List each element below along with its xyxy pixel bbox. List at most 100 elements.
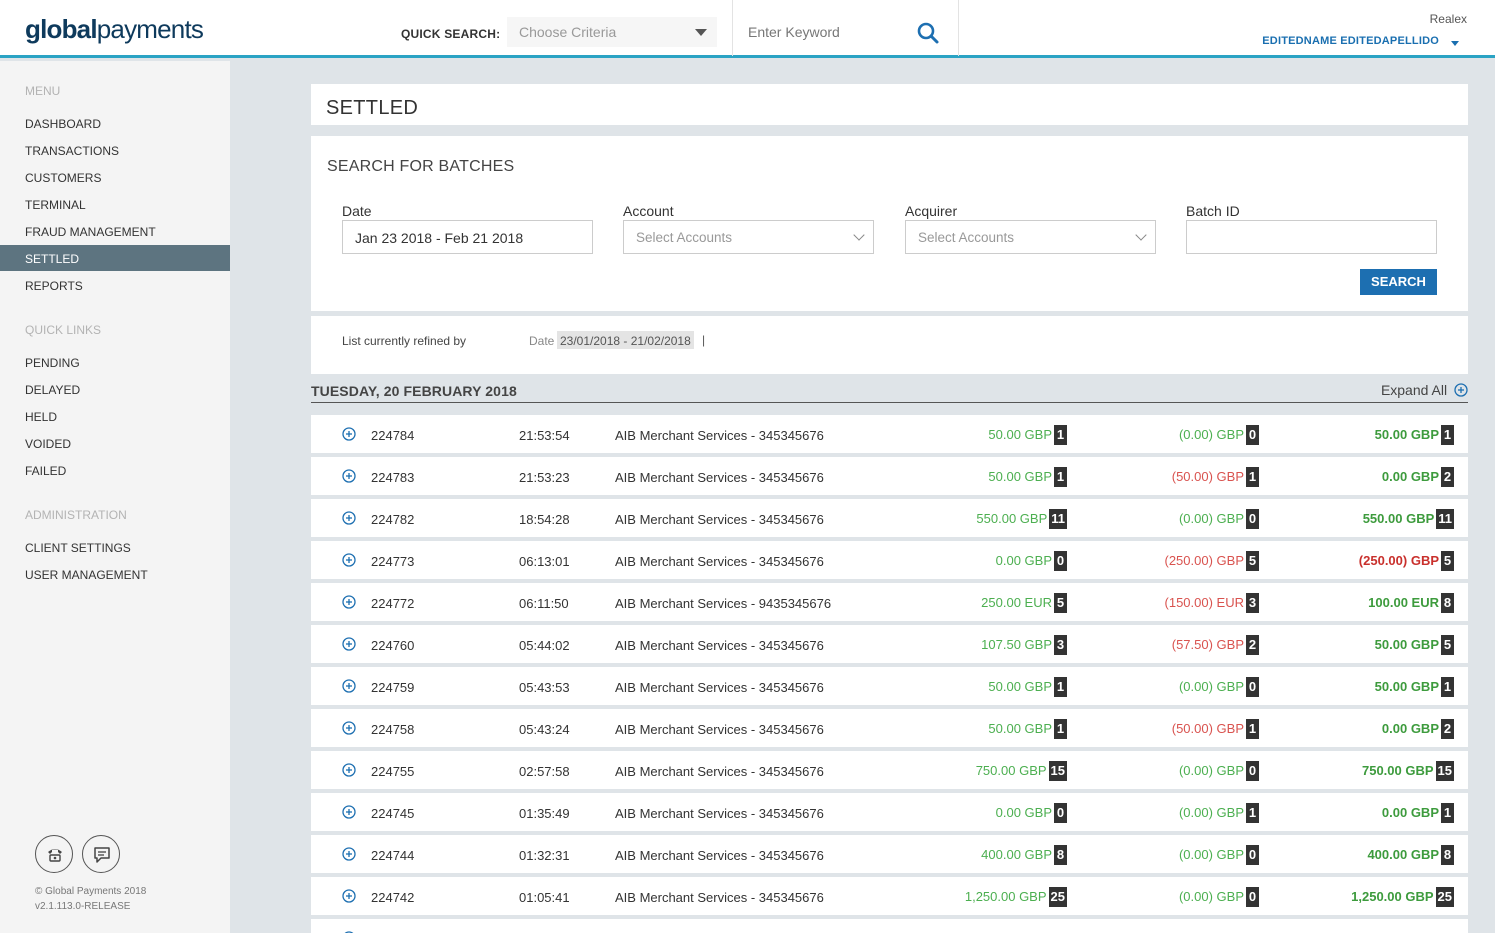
expand-row-icon[interactable] (342, 805, 356, 819)
phone-icon (48, 849, 62, 862)
header-divider (732, 0, 733, 56)
sidebar-item-reports[interactable]: REPORTS (25, 279, 83, 293)
batch-id[interactable]: 224742 (371, 890, 415, 905)
sidebar-item-failed[interactable]: FAILED (25, 464, 67, 478)
batch-id[interactable]: 224783 (371, 470, 415, 485)
sidebar-item-voided[interactable]: VOIDED (25, 437, 72, 451)
sidebar-item-client-settings[interactable]: CLIENT SETTINGS (25, 541, 131, 555)
sales-count-badge: 5 (1054, 593, 1067, 613)
batch-row[interactable]: 224744 01:32:31 AIB Merchant Services - 34… (311, 835, 1468, 873)
sales-value: 250.00 EUR (981, 595, 1052, 610)
refine-panel: List currently refined by Date 23/01/201… (311, 316, 1468, 374)
net-amount: 50.00 GBP 1 (1375, 425, 1454, 445)
batch-id-label: Batch ID (1186, 203, 1240, 219)
sidebar-item-terminal[interactable]: TERMINAL (25, 198, 86, 212)
net-count-badge: 1 (1441, 677, 1454, 697)
refine-date-chip[interactable]: 23/01/2018 - 21/02/2018 (557, 331, 694, 349)
expand-all-button[interactable]: Expand All (1381, 382, 1468, 398)
batch-row[interactable]: 224760 05:44:02 AIB Merchant Services - 34… (311, 625, 1468, 663)
expand-row-icon[interactable] (342, 595, 356, 609)
sales-value: 0.00 GBP (995, 553, 1052, 568)
batch-id[interactable]: 224755 (371, 764, 415, 779)
batch-time: 21:53:23 (519, 470, 570, 485)
sales-amount: 107.50 GBP 3 (981, 635, 1067, 655)
refunds-value: (0.00) GBP (1178, 427, 1244, 442)
batch-row[interactable]: 224759 05:43:53 AIB Merchant Services - 34… (311, 667, 1468, 705)
batch-id[interactable]: 224760 (371, 638, 415, 653)
expand-all-label: Expand All (1380, 382, 1448, 398)
expand-row-icon[interactable] (342, 637, 356, 651)
sidebar-item-user-management[interactable]: USER MANAGEMENT (25, 568, 148, 582)
refunds-amount: (50.00) GBP 1 (1172, 467, 1259, 487)
expand-row-icon[interactable] (342, 721, 356, 735)
batch-row[interactable]: 224742 01:05:41 AIB Merchant Services - 34… (311, 877, 1468, 915)
batch-row[interactable]: 224784 21:53:54 AIB Merchant Services - 34… (311, 415, 1468, 453)
expand-row-icon[interactable] (342, 931, 356, 933)
expand-row-icon[interactable] (342, 469, 356, 483)
batch-row[interactable]: 224745 01:35:49 AIB Merchant Services - 34… (311, 793, 1468, 831)
refunds-count-badge: 1 (1246, 803, 1259, 823)
sidebar-item-pending[interactable]: PENDING (25, 356, 80, 370)
batch-row[interactable]: 224772 06:11:50 AIB Merchant Services - 94… (311, 583, 1468, 621)
batch-row[interactable] (311, 919, 1468, 933)
expand-row-icon[interactable] (342, 553, 356, 567)
user-menu[interactable]: EDITEDNAME EDITEDAPELLIDO (1262, 35, 1439, 47)
merchant-account: AIB Merchant Services - 9435345676 (615, 596, 832, 611)
net-value: 0.00 GBP (1381, 721, 1439, 736)
quick-search-criteria-select[interactable]: Choose Criteria (507, 17, 717, 47)
sales-value: 750.00 GBP (975, 763, 1047, 778)
expand-row-icon[interactable] (342, 427, 356, 441)
batch-id[interactable]: 224782 (371, 512, 415, 527)
global-payments-logo[interactable]: globalpayments (25, 14, 204, 44)
acquirer-select[interactable]: Select Accounts (905, 220, 1156, 254)
sales-amount: 750.00 GBP 15 (976, 761, 1067, 781)
batch-row[interactable]: 224755 02:57:58 AIB Merchant Services - 34… (311, 751, 1468, 789)
sidebar-item-held[interactable]: HELD (25, 410, 58, 424)
refine-separator: | (702, 333, 706, 347)
sidebar-item-delayed[interactable]: DELAYED (25, 383, 81, 397)
batch-id[interactable]: 224744 (371, 848, 415, 863)
batch-id[interactable]: 224759 (371, 680, 415, 695)
account-select[interactable]: Select Accounts (623, 220, 874, 254)
sidebar-item-settled[interactable]: SETTLED (0, 245, 230, 271)
search-button[interactable]: SEARCH (1360, 269, 1437, 295)
phone-button[interactable] (35, 835, 73, 873)
sidebar-item-fraud-management[interactable]: FRAUD MANAGEMENT (25, 225, 156, 239)
net-count-badge: 11 (1436, 509, 1454, 529)
keyword-search-input[interactable] (748, 24, 908, 40)
top-header: globalpayments QUICK SEARCH: Choose Crit… (0, 0, 1495, 58)
batch-row[interactable]: 224758 05:43:24 AIB Merchant Services - 34… (311, 709, 1468, 747)
sales-count-badge: 8 (1054, 845, 1067, 865)
batch-row[interactable]: 224773 06:13:01 AIB Merchant Services - 34… (311, 541, 1468, 579)
sidebar-item-customers[interactable]: CUSTOMERS (25, 171, 102, 185)
sidebar-item-dashboard[interactable]: DASHBOARD (25, 117, 102, 131)
sales-count-badge: 0 (1054, 803, 1067, 823)
batch-id[interactable]: 224745 (371, 806, 415, 821)
date-range-field[interactable]: Jan 23 2018 - Feb 21 2018 (342, 220, 593, 254)
batch-row[interactable]: 224782 18:54:28 AIB Merchant Services - 34… (311, 499, 1468, 537)
sidebar-item-transactions[interactable]: TRANSACTIONS (25, 144, 120, 158)
batch-id-input[interactable] (1186, 220, 1437, 254)
batch-id[interactable]: 224784 (371, 428, 415, 443)
refunds-value: (0.00) GBP (1178, 679, 1244, 694)
refunds-amount: (0.00) GBP 1 (1179, 803, 1259, 823)
chevron-down-icon[interactable] (1451, 41, 1459, 46)
expand-row-icon[interactable] (342, 511, 356, 525)
batch-id[interactable]: 224772 (371, 596, 415, 611)
net-value: 50.00 GBP (1374, 427, 1439, 442)
batch-id[interactable]: 224758 (371, 722, 415, 737)
refunds-count-badge: 0 (1246, 887, 1259, 907)
batch-id[interactable]: 224773 (371, 554, 415, 569)
net-value: 100.00 EUR (1368, 595, 1439, 610)
expand-row-icon[interactable] (342, 763, 356, 777)
expand-row-icon[interactable] (342, 889, 356, 903)
batch-time: 01:32:31 (519, 848, 570, 863)
batch-row[interactable]: 224783 21:53:23 AIB Merchant Services - 34… (311, 457, 1468, 495)
refunds-amount: (57.50) GBP 2 (1172, 635, 1259, 655)
sales-value: 400.00 GBP (981, 847, 1052, 862)
expand-row-icon[interactable] (342, 679, 356, 693)
sales-count-badge: 25 (1048, 887, 1067, 907)
expand-row-icon[interactable] (342, 847, 356, 861)
search-icon[interactable] (916, 21, 940, 45)
chat-button[interactable] (82, 835, 120, 873)
